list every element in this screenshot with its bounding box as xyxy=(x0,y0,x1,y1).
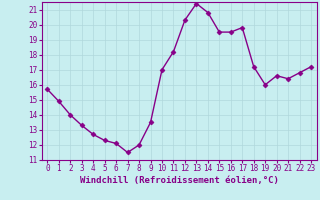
X-axis label: Windchill (Refroidissement éolien,°C): Windchill (Refroidissement éolien,°C) xyxy=(80,176,279,185)
